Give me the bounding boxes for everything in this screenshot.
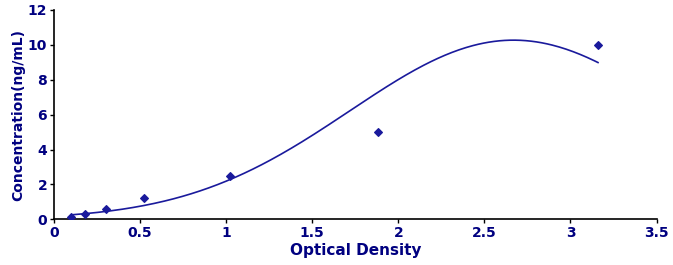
X-axis label: Optical Density: Optical Density — [289, 243, 421, 258]
Y-axis label: Concentration(ng/mL): Concentration(ng/mL) — [11, 29, 25, 201]
